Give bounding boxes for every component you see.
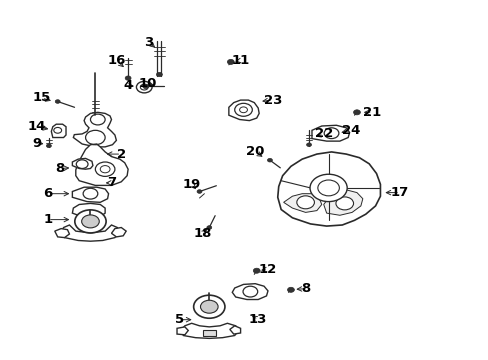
Circle shape (296, 196, 314, 209)
Polygon shape (311, 125, 349, 141)
Text: 18: 18 (193, 227, 212, 240)
Polygon shape (228, 100, 259, 121)
Polygon shape (72, 158, 93, 169)
Polygon shape (51, 124, 66, 138)
Polygon shape (111, 228, 126, 237)
Polygon shape (72, 187, 108, 202)
Polygon shape (323, 190, 362, 215)
Circle shape (306, 143, 311, 147)
Text: 1: 1 (43, 213, 52, 226)
Text: 19: 19 (182, 178, 201, 191)
Circle shape (253, 268, 260, 273)
Polygon shape (283, 194, 321, 212)
Text: 5: 5 (175, 313, 184, 326)
Text: 13: 13 (248, 313, 267, 326)
Text: 21: 21 (363, 106, 381, 119)
Text: 2: 2 (117, 148, 125, 161)
Polygon shape (55, 229, 69, 238)
Polygon shape (61, 225, 120, 241)
Text: 17: 17 (390, 186, 408, 199)
Text: 6: 6 (43, 187, 52, 200)
Text: 9: 9 (32, 137, 41, 150)
Circle shape (142, 84, 148, 89)
Circle shape (206, 226, 211, 229)
Bar (203, 330, 215, 336)
Text: 23: 23 (263, 94, 282, 107)
Polygon shape (73, 112, 116, 147)
Polygon shape (277, 152, 380, 226)
Circle shape (125, 76, 131, 80)
Polygon shape (229, 326, 240, 334)
Text: 8: 8 (55, 162, 64, 175)
Text: 15: 15 (32, 91, 51, 104)
Text: 22: 22 (314, 127, 332, 140)
Text: 4: 4 (123, 79, 132, 92)
Polygon shape (177, 327, 188, 335)
Text: 16: 16 (107, 54, 125, 67)
Circle shape (75, 210, 106, 233)
Circle shape (55, 100, 60, 103)
Polygon shape (181, 323, 238, 338)
Circle shape (46, 144, 51, 148)
Text: 24: 24 (341, 124, 360, 137)
Polygon shape (72, 203, 105, 218)
Circle shape (227, 59, 234, 64)
Text: 8: 8 (301, 282, 309, 295)
Circle shape (309, 174, 346, 202)
Polygon shape (76, 144, 128, 185)
Circle shape (197, 190, 202, 193)
Circle shape (267, 158, 272, 162)
Circle shape (353, 110, 360, 115)
Circle shape (335, 197, 353, 210)
Text: 10: 10 (138, 77, 157, 90)
Circle shape (200, 300, 218, 313)
Text: 3: 3 (144, 36, 153, 49)
Text: 20: 20 (245, 145, 264, 158)
Text: 14: 14 (27, 120, 46, 133)
Text: 12: 12 (258, 263, 277, 276)
Circle shape (156, 72, 162, 77)
Circle shape (287, 287, 294, 292)
Circle shape (81, 215, 99, 228)
Text: 7: 7 (107, 176, 116, 189)
Text: 11: 11 (231, 54, 249, 67)
Circle shape (193, 295, 224, 318)
Polygon shape (232, 284, 267, 300)
